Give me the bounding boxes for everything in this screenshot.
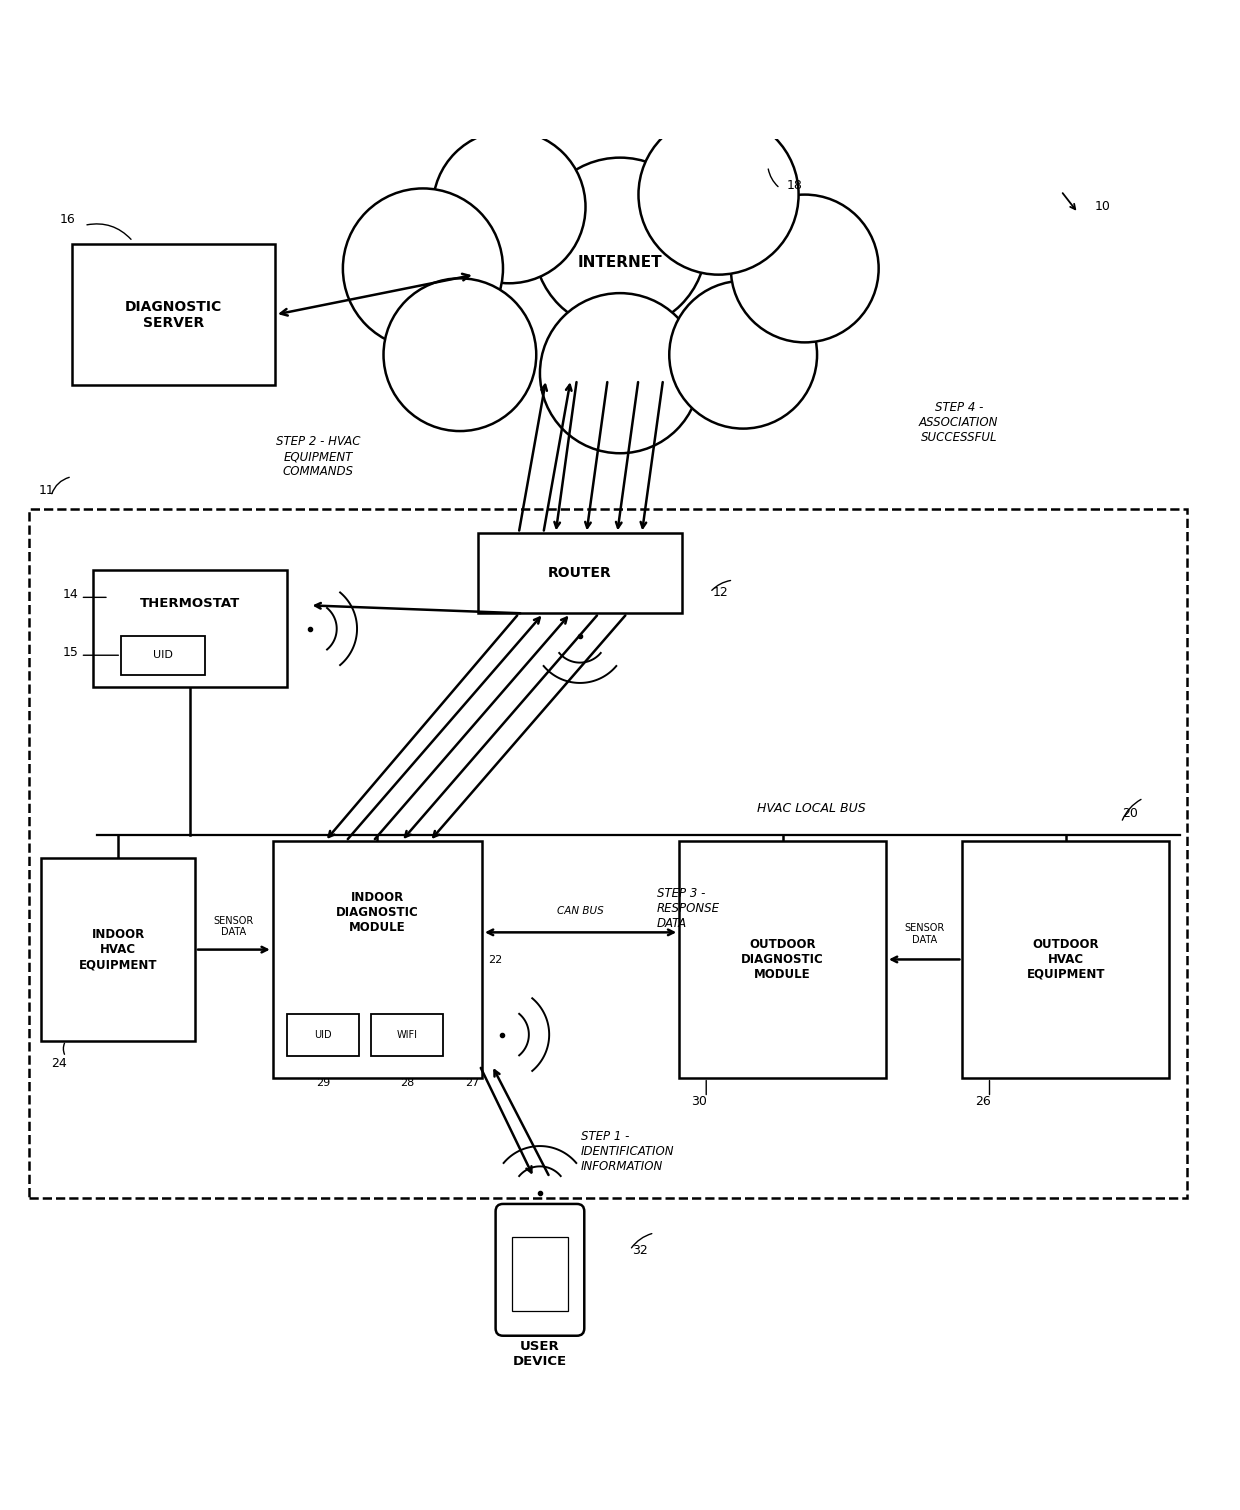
FancyBboxPatch shape <box>479 533 682 613</box>
Text: 10: 10 <box>1094 201 1110 213</box>
FancyBboxPatch shape <box>122 636 205 675</box>
Text: SENSOR
DATA: SENSOR DATA <box>213 915 254 938</box>
Circle shape <box>383 278 536 430</box>
Text: INDOOR
DIAGNOSTIC
MODULE: INDOOR DIAGNOSTIC MODULE <box>336 891 419 933</box>
Text: 14: 14 <box>62 589 78 601</box>
Text: 27: 27 <box>465 1078 480 1089</box>
Text: 26: 26 <box>975 1095 991 1108</box>
FancyBboxPatch shape <box>680 841 887 1078</box>
FancyBboxPatch shape <box>371 1013 443 1055</box>
Text: 22: 22 <box>489 954 502 965</box>
FancyBboxPatch shape <box>288 1013 358 1055</box>
Circle shape <box>539 293 701 453</box>
Text: USER
DEVICE: USER DEVICE <box>513 1339 567 1368</box>
Circle shape <box>533 157 707 331</box>
Text: INDOOR
HVAC
EQUIPMENT: INDOOR HVAC EQUIPMENT <box>79 929 157 971</box>
Circle shape <box>343 189 503 349</box>
Text: STEP 1 -
IDENTIFICATION
INFORMATION: STEP 1 - IDENTIFICATION INFORMATION <box>580 1129 675 1173</box>
Text: 28: 28 <box>399 1078 414 1089</box>
FancyBboxPatch shape <box>496 1203 584 1336</box>
Text: UID: UID <box>153 651 174 660</box>
Text: CAN BUS: CAN BUS <box>557 906 604 917</box>
FancyBboxPatch shape <box>273 841 482 1078</box>
Text: WIFI: WIFI <box>397 1030 418 1039</box>
Text: INTERNET: INTERNET <box>578 255 662 270</box>
Text: 15: 15 <box>62 646 78 660</box>
Text: OUTDOOR
DIAGNOSTIC
MODULE: OUTDOOR DIAGNOSTIC MODULE <box>742 938 823 982</box>
Circle shape <box>639 115 799 275</box>
Text: 32: 32 <box>632 1244 649 1256</box>
FancyBboxPatch shape <box>962 841 1169 1078</box>
Text: 16: 16 <box>60 213 76 225</box>
Text: 20: 20 <box>1122 806 1138 820</box>
Text: UID: UID <box>315 1030 332 1039</box>
Circle shape <box>433 130 585 284</box>
Circle shape <box>730 195 879 343</box>
Text: 30: 30 <box>692 1095 707 1108</box>
Text: 29: 29 <box>316 1078 330 1089</box>
Text: STEP 3 -
RESPONSE
DATA: STEP 3 - RESPONSE DATA <box>657 888 720 930</box>
Text: STEP 2 - HVAC
EQUIPMENT
COMMANDS: STEP 2 - HVAC EQUIPMENT COMMANDS <box>277 435 361 479</box>
Text: SENSOR
DATA: SENSOR DATA <box>904 923 945 945</box>
FancyBboxPatch shape <box>93 571 288 687</box>
Text: 18: 18 <box>786 180 802 192</box>
Circle shape <box>670 281 817 429</box>
Text: THERMOSTAT: THERMOSTAT <box>140 596 241 610</box>
Text: OUTDOOR
HVAC
EQUIPMENT: OUTDOOR HVAC EQUIPMENT <box>1027 938 1105 982</box>
Text: DIAGNOSTIC
SERVER: DIAGNOSTIC SERVER <box>125 299 222 329</box>
FancyBboxPatch shape <box>72 243 275 385</box>
Text: HVAC LOCAL BUS: HVAC LOCAL BUS <box>756 802 866 815</box>
FancyBboxPatch shape <box>512 1237 568 1311</box>
Text: ROUTER: ROUTER <box>548 566 611 580</box>
Text: 12: 12 <box>712 586 728 599</box>
Text: 24: 24 <box>51 1057 67 1069</box>
Text: 11: 11 <box>38 483 55 497</box>
FancyBboxPatch shape <box>41 859 195 1040</box>
Text: STEP 4 -
ASSOCIATION
SUCCESSFUL: STEP 4 - ASSOCIATION SUCCESSFUL <box>919 402 998 444</box>
